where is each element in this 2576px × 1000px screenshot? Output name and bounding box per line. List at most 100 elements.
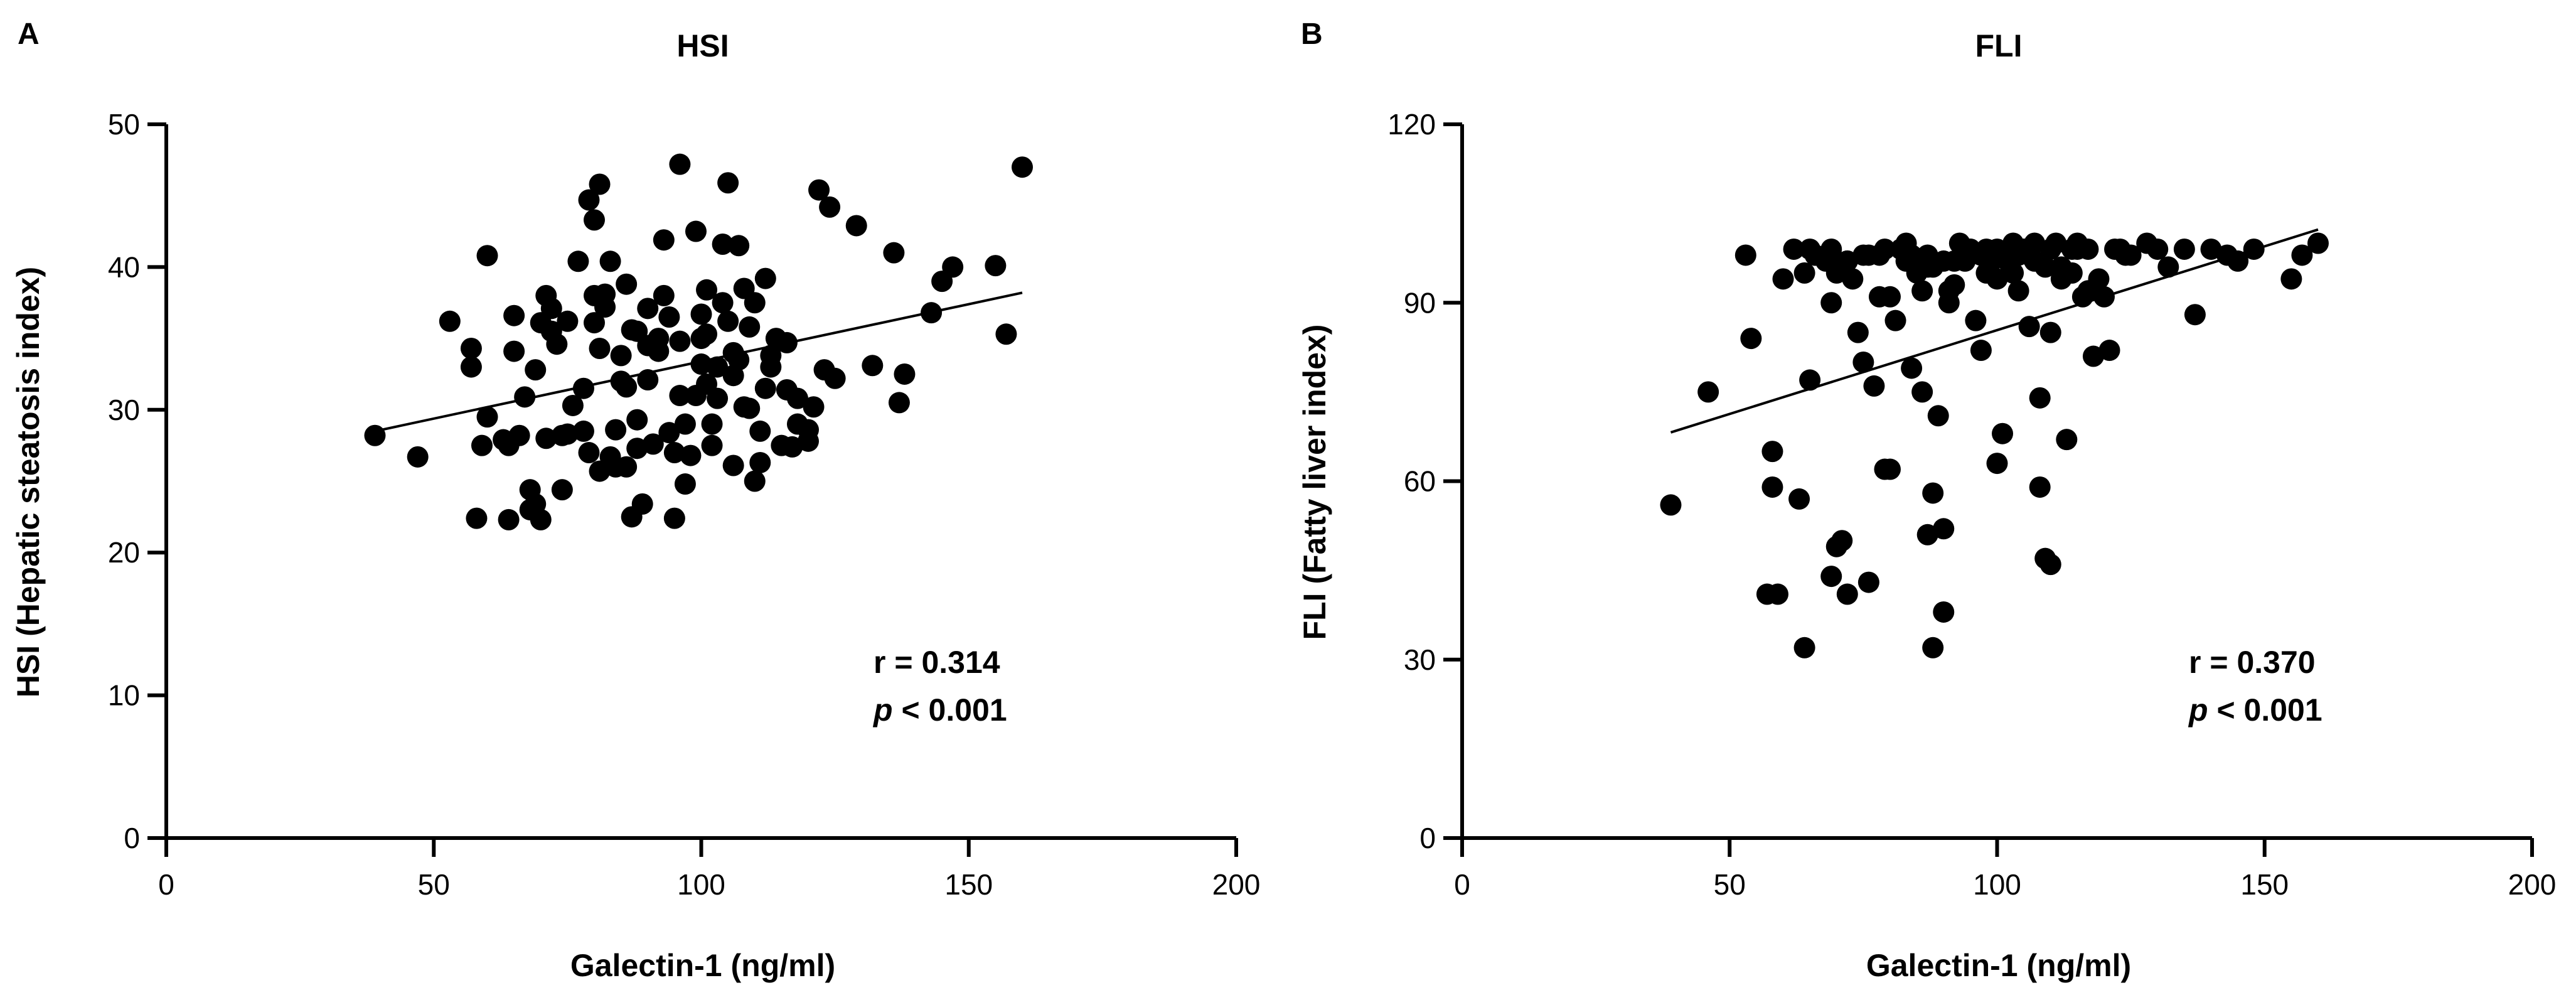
data-point: [572, 377, 594, 399]
p-symbol: p: [872, 692, 893, 728]
data-point: [2029, 476, 2051, 498]
data-point: [1916, 524, 1938, 546]
x-ticks: 0 50 100 150 200: [1454, 838, 2556, 901]
data-point: [460, 356, 482, 378]
data-point: [589, 173, 611, 195]
data-point: [781, 436, 803, 458]
x-tick-label: 50: [418, 868, 450, 901]
data-point: [1804, 244, 1826, 266]
data-point: [2184, 304, 2206, 326]
chart-title: HSI: [676, 28, 729, 63]
data-point: [1986, 453, 2008, 475]
data-point: [466, 507, 488, 529]
data-point: [1863, 375, 1885, 397]
data-point: [1901, 357, 1923, 379]
data-point: [663, 507, 685, 529]
data-point: [610, 345, 632, 367]
data-point: [2013, 238, 2035, 260]
data-point: [2291, 244, 2313, 266]
data-point: [525, 359, 547, 381]
data-point: [557, 423, 579, 445]
data-point: [1847, 321, 1869, 343]
data-point: [712, 234, 734, 255]
data-point: [663, 442, 685, 464]
data-point: [1761, 476, 1783, 498]
data-point: [739, 316, 761, 338]
data-point: [1986, 268, 2008, 290]
data-point: [584, 312, 605, 334]
data-point: [364, 424, 386, 446]
y-tick-label: 50: [108, 108, 140, 141]
data-point: [744, 292, 766, 314]
data-point: [460, 338, 482, 360]
y-ticks: 0 30 60 90 120: [1387, 108, 1462, 854]
data-point: [626, 409, 648, 431]
x-tick-label: 100: [677, 868, 725, 901]
data-point: [739, 397, 761, 419]
data-point: [551, 479, 573, 501]
data-point: [1788, 488, 1810, 510]
data-point: [631, 493, 653, 515]
data-point: [1772, 268, 1794, 290]
data-point: [1761, 441, 1783, 463]
data-point: [690, 353, 712, 375]
data-point: [2157, 256, 2179, 278]
data-point: [674, 473, 696, 495]
p-rest: < 0.001: [893, 692, 1007, 728]
data-point: [1992, 422, 2014, 444]
stat-p-value: p < 0.001: [2188, 692, 2322, 728]
stat-p-value: p < 0.001: [872, 692, 1007, 728]
y-tick-label: 30: [108, 394, 140, 426]
data-point: [2147, 238, 2169, 260]
data-point: [845, 215, 867, 237]
data-point: [744, 470, 766, 492]
scatter-points: [364, 153, 1033, 530]
x-axis-label: Galectin-1 (ng/ml): [1866, 948, 2131, 983]
data-point: [1783, 238, 1805, 260]
data-point: [1911, 280, 1933, 302]
data-point: [562, 394, 584, 416]
data-point: [1820, 238, 1842, 260]
data-point: [1895, 250, 1917, 272]
panel-b-fli: B FLI 0 30 60 90 120 0 50 100 150 200 Galectin-1…: [1297, 18, 2556, 983]
data-point: [2173, 238, 2195, 260]
data-point: [754, 267, 776, 289]
data-point: [2002, 262, 2024, 284]
data-point: [862, 355, 884, 377]
data-point: [1916, 256, 1938, 278]
y-tick-label: 60: [1404, 465, 1436, 498]
data-point: [942, 256, 964, 278]
x-tick-label: 150: [2240, 868, 2289, 901]
y-axis-label: FLI (Fatty liver index): [1297, 325, 1332, 640]
data-point: [701, 434, 723, 456]
data-point: [498, 434, 520, 456]
data-point: [519, 498, 541, 520]
data-point: [894, 363, 916, 385]
data-point: [1820, 292, 1842, 314]
data-point: [696, 279, 718, 301]
data-point: [567, 250, 589, 272]
y-tick-label: 30: [1404, 643, 1436, 676]
data-point: [696, 373, 718, 395]
p-rest: < 0.001: [2208, 692, 2322, 728]
data-point: [637, 335, 659, 357]
data-point: [717, 172, 739, 194]
data-point: [476, 406, 498, 428]
data-point: [658, 306, 680, 328]
data-point: [712, 292, 734, 314]
data-point: [1879, 458, 1901, 480]
data-point: [642, 433, 664, 455]
data-point: [653, 284, 675, 306]
data-point: [589, 460, 611, 482]
data-point: [1831, 256, 1853, 278]
data-point: [685, 220, 707, 242]
y-tick-label: 120: [1387, 108, 1436, 141]
data-point: [2066, 238, 2088, 260]
data-point: [2039, 554, 2061, 576]
data-point: [1740, 328, 1762, 350]
stat-r-value: r = 0.370: [2189, 645, 2316, 680]
data-point: [2082, 345, 2104, 367]
data-point: [2039, 321, 2061, 343]
data-point: [728, 235, 750, 257]
